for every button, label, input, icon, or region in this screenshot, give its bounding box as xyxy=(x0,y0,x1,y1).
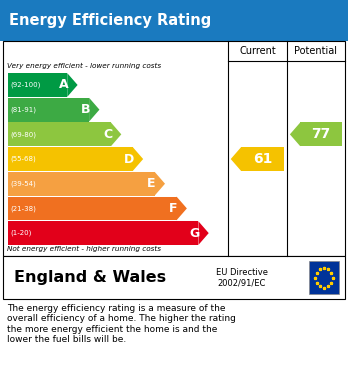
Text: C: C xyxy=(103,128,112,141)
Text: E: E xyxy=(147,177,156,190)
Bar xyxy=(8,197,176,220)
Polygon shape xyxy=(290,122,300,146)
Text: (81-91): (81-91) xyxy=(10,106,37,113)
Polygon shape xyxy=(111,122,121,146)
Text: Very energy efficient - lower running costs: Very energy efficient - lower running co… xyxy=(7,63,161,69)
Polygon shape xyxy=(231,147,241,171)
Text: Energy Efficiency Rating: Energy Efficiency Rating xyxy=(9,13,211,28)
Text: Not energy efficient - higher running costs: Not energy efficient - higher running co… xyxy=(7,246,161,253)
Text: (21-38): (21-38) xyxy=(10,205,36,212)
Bar xyxy=(8,122,111,146)
Bar xyxy=(8,172,155,196)
Text: (55-68): (55-68) xyxy=(10,156,36,162)
Text: A: A xyxy=(59,79,69,91)
Bar xyxy=(8,147,133,171)
Bar xyxy=(309,261,339,294)
Bar xyxy=(0,0,348,41)
Text: 77: 77 xyxy=(311,127,331,142)
Bar xyxy=(8,221,198,245)
Bar xyxy=(3,41,345,256)
Bar xyxy=(300,122,342,146)
Polygon shape xyxy=(198,221,209,245)
Text: 61: 61 xyxy=(253,152,272,166)
Text: (39-54): (39-54) xyxy=(10,181,36,187)
Text: The energy efficiency rating is a measure of the
overall efficiency of a home. T: The energy efficiency rating is a measur… xyxy=(7,304,236,344)
Text: (92-100): (92-100) xyxy=(10,82,41,88)
Bar xyxy=(3,256,345,299)
Text: (69-80): (69-80) xyxy=(10,131,37,138)
Polygon shape xyxy=(155,172,165,196)
Polygon shape xyxy=(89,98,100,122)
Bar xyxy=(8,98,89,122)
Bar xyxy=(8,73,67,97)
Polygon shape xyxy=(133,147,143,171)
Polygon shape xyxy=(67,73,78,97)
Text: Current: Current xyxy=(239,46,276,56)
Text: (1-20): (1-20) xyxy=(10,230,32,236)
Bar xyxy=(241,147,284,171)
Text: B: B xyxy=(81,103,90,116)
Text: F: F xyxy=(169,202,177,215)
Text: England & Wales: England & Wales xyxy=(14,270,166,285)
Text: G: G xyxy=(190,227,200,240)
Text: D: D xyxy=(124,152,134,165)
Text: EU Directive
2002/91/EC: EU Directive 2002/91/EC xyxy=(216,268,268,287)
Polygon shape xyxy=(176,197,187,220)
Text: Potential: Potential xyxy=(294,46,337,56)
